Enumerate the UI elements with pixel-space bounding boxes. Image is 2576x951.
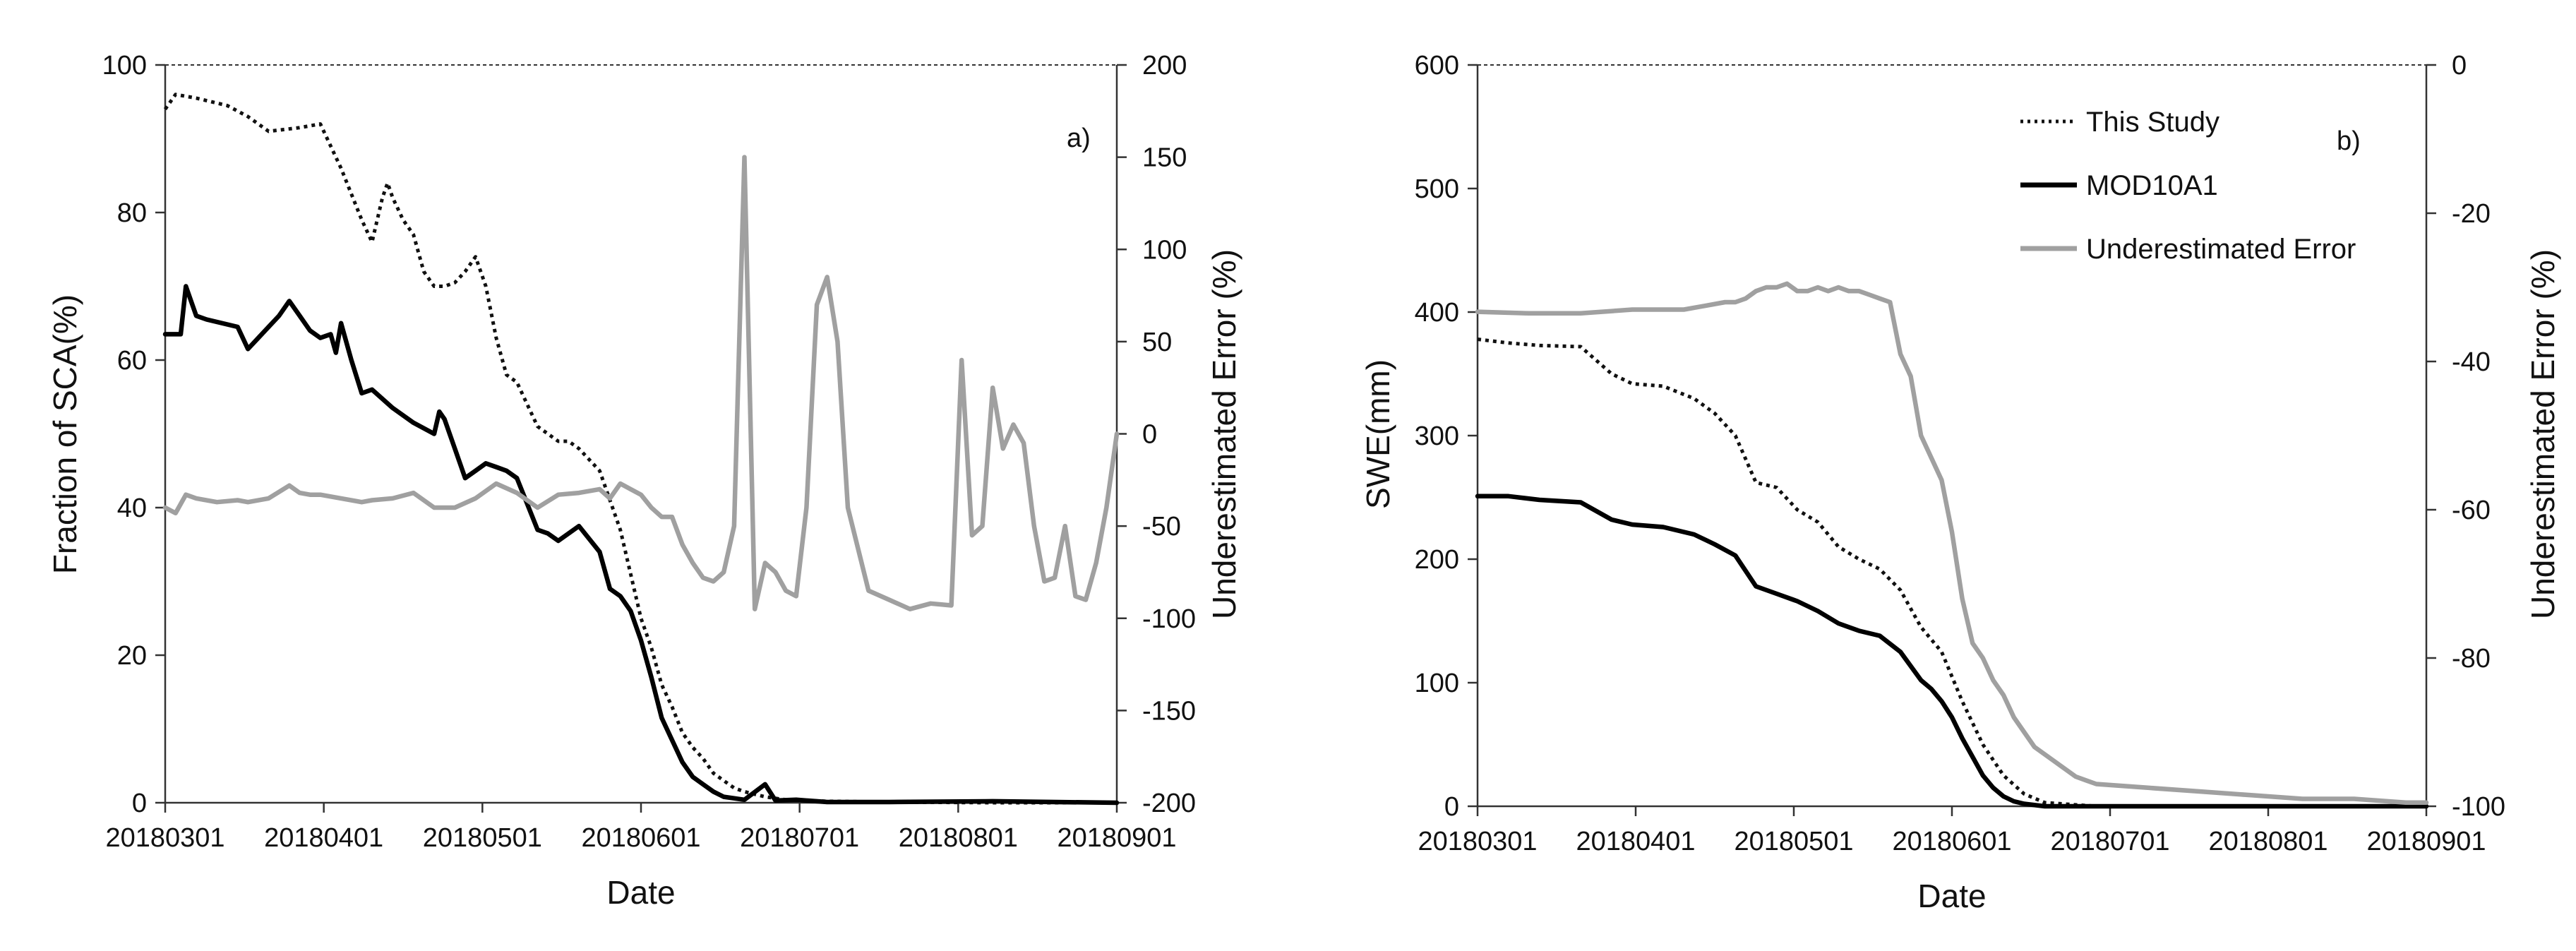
panel-b-x-tick-label: 20180401: [1576, 827, 1695, 856]
panel-a-x-tick-label: 20180701: [740, 823, 859, 853]
panel-b-y-tick-label: 600: [1415, 51, 1459, 80]
panel-b-y2-tick-label: -100: [2452, 792, 2505, 822]
panel-a-series-underestimated-error: [162, 155, 1120, 611]
panel-b-y-tick-label: 100: [1415, 669, 1459, 698]
panel-b-y-tick-label: 500: [1415, 174, 1459, 204]
panel-a-series: [162, 92, 1120, 806]
panel-a-y-axis-title: Fraction of SCA(%): [47, 294, 83, 574]
panel-a-x-tick-label: 20180601: [581, 823, 700, 853]
panel-b-y2-tick-label: -40: [2452, 347, 2491, 377]
panel-b-series: [1475, 281, 2429, 809]
panel-a-x-axis-title: Date: [606, 874, 675, 911]
panel-a-y2-tick-label: -100: [1142, 604, 1196, 634]
legend-label-mod10a1: MOD10A1: [2086, 170, 2218, 201]
panel-b-y-tick-label: 0: [1444, 792, 1459, 822]
panel-a-ticks: 0 20 40 60 80 100 -200 -150 -100 -50 0 50 100 150 200 2…: [102, 51, 1196, 853]
panel-a-y2-tick-label: 0: [1142, 420, 1157, 450]
panel-b-y2-tick-label: -60: [2452, 496, 2491, 525]
panel-b-legend: This Study MOD10A1 Underestimated Error: [2020, 107, 2356, 265]
panel-a-x-tick-label: 20180301: [105, 823, 224, 853]
panel-b-x-tick-label: 20180601: [1892, 827, 2011, 856]
panel-a-y2-tick-label: -200: [1142, 789, 1196, 818]
panel-b-y-tick-label: 300: [1415, 421, 1459, 451]
panel-a-x-tick-label: 20180801: [899, 823, 1018, 853]
panel-b-x-tick-label: 20180801: [2208, 827, 2328, 856]
panel-a-x-tick-label: 20180901: [1057, 823, 1176, 853]
panel-b-x-tick-label: 20180301: [1418, 827, 1537, 856]
panel-a-y-tick-label: 0: [132, 789, 147, 818]
panel-a-y-tick-label: 80: [117, 198, 147, 228]
panel-a: 0 20 40 60 80 100 -200 -150 -100 -50 0 50 100 150 200 2…: [47, 51, 1242, 911]
panel-a-y2-tick-label: 100: [1142, 235, 1187, 265]
panel-a-x-tick-label: 20180401: [264, 823, 383, 853]
panel-b-y2-tick-label: -80: [2452, 644, 2491, 674]
panel-a-y2-tick-label: 200: [1142, 51, 1187, 80]
panel-a-series-mod10a1: [162, 284, 1120, 806]
panel-a-y2-tick-label: 150: [1142, 143, 1187, 173]
panel-b-tag: b): [2337, 126, 2361, 156]
legend-label-underestimated-error: Underestimated Error: [2086, 234, 2356, 265]
panel-b-series-this-study: [1477, 337, 2426, 808]
panel-b-y2-tick-label: -20: [2452, 199, 2491, 229]
panel-a-y-tick-label: 40: [117, 494, 147, 523]
panel-a-y2-tick-label: -50: [1142, 512, 1181, 542]
panel-b-x-tick-label: 20180501: [1734, 827, 1853, 856]
panel-b-y-tick-label: 200: [1415, 545, 1459, 575]
panel-b: 0 100 200 300 400 500 600 -100 -80 -60 -40 -20 0 2018…: [1360, 51, 2561, 914]
panel-b-y2-tick-label: 0: [2452, 51, 2467, 80]
panel-b-y2-axis-title: Underestimated Error (%): [2524, 249, 2561, 619]
panel-b-x-tick-label: 20180901: [2366, 827, 2486, 856]
panel-b-ticks: 0 100 200 300 400 500 600 -100 -80 -60 -40 -20 0 2018…: [1415, 51, 2505, 856]
panel-b-y-axis-title: SWE(mm): [1360, 359, 1396, 509]
panel-a-y2-tick-label: 50: [1142, 328, 1172, 357]
panel-a-tag: a): [1067, 124, 1091, 153]
panel-b-series-mod10a1: [1475, 494, 2429, 809]
panel-a-y-tick-label: 100: [102, 51, 147, 80]
panel-a-y-tick-label: 60: [117, 346, 147, 376]
panel-a-y2-tick-label: -150: [1142, 696, 1196, 726]
panel-a-y-tick-label: 20: [117, 641, 147, 671]
legend-label-this-study: This Study: [2086, 107, 2219, 138]
panel-b-y-tick-label: 400: [1415, 298, 1459, 328]
panel-b-x-tick-label: 20180701: [2050, 827, 2169, 856]
panel-b-series-underestimated-error: [1475, 281, 2429, 806]
panel-b-x-axis-title: Date: [1917, 878, 1986, 914]
panel-a-y2-axis-title: Underestimated Error (%): [1206, 249, 1242, 619]
panel-a-x-tick-label: 20180501: [423, 823, 542, 853]
panel-a-series-this-study: [163, 92, 1117, 805]
